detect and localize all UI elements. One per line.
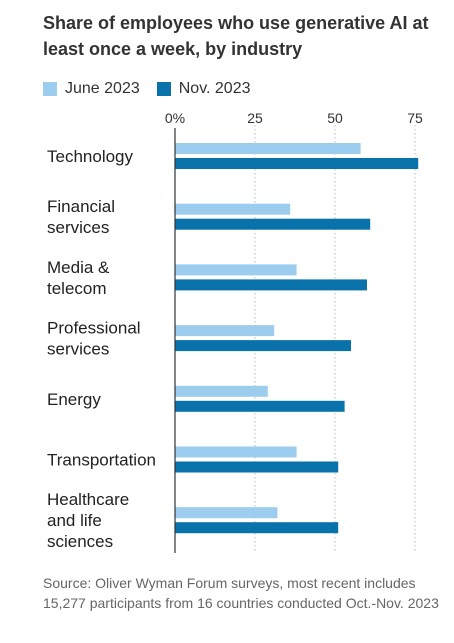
bar-nov-5 (175, 461, 339, 473)
bar-nov-0 (175, 158, 419, 169)
bar-nov-3 (175, 340, 351, 352)
category-label-line: Professional (47, 319, 141, 338)
category-label-3: Professional services (47, 319, 141, 359)
category-label-6: Healthcare and life sciences (47, 490, 129, 551)
legend: June 2023 Nov. 2023 (43, 79, 267, 99)
category-label-line: Technology (47, 147, 134, 166)
category-label-line: and life (47, 511, 102, 530)
category-label-1: Financial services (47, 197, 115, 237)
bar-nov-2 (175, 279, 367, 291)
bar-june-1 (175, 203, 291, 215)
chart-title: Share of employees who use generative AI… (43, 13, 429, 59)
category-label-5: Transportation (47, 451, 156, 470)
bar-nov-6 (175, 522, 339, 534)
x-tick-label-0: 0% (165, 110, 185, 126)
category-label-line: sciences (47, 532, 113, 551)
source-note: Source: Oliver Wyman Forum surveys, most… (43, 575, 439, 611)
category-label-4: Energy (47, 390, 101, 409)
bar-june-0 (175, 143, 361, 154)
bar-june-2 (175, 264, 297, 276)
category-label-line: Financial (47, 197, 115, 216)
bar-june-4 (175, 385, 268, 397)
bar-june-3 (175, 325, 275, 337)
category-label-line: Healthcare (47, 490, 129, 509)
category-label-line: telecom (47, 279, 107, 298)
category-label-line: Media & (47, 258, 110, 277)
legend-swatch-june (43, 82, 57, 96)
legend-label-nov: Nov. 2023 (178, 80, 251, 97)
legend-swatch-nov (156, 82, 171, 96)
bar-chart: 0% 25 50 75 Technology Financial services Media… (47, 110, 423, 553)
category-label-line: services (47, 218, 109, 237)
category-label-line: services (47, 340, 109, 359)
bar-june-5 (175, 446, 297, 458)
x-tick-label-75: 75 (407, 110, 423, 126)
category-label-2: Media & telecom (47, 258, 110, 298)
legend-item-nov: Nov. 2023 (156, 80, 251, 98)
legend-item-june: June 2023 (43, 80, 140, 98)
legend-label-june: June 2023 (65, 80, 140, 97)
category-label-line: Energy (47, 390, 101, 409)
bar-june-6 (175, 507, 278, 519)
x-tick-label-50: 50 (327, 110, 343, 126)
category-label-0: Technology (47, 147, 134, 166)
category-label-line: Transportation (47, 451, 156, 470)
bar-nov-1 (175, 218, 371, 230)
bar-nov-4 (175, 400, 345, 412)
x-tick-label-25: 25 (247, 110, 263, 126)
